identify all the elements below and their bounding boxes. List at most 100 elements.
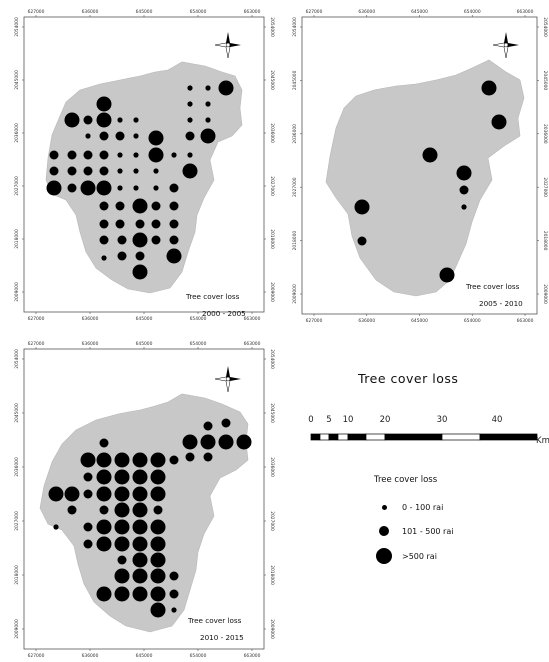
small-circle-icon [374, 504, 394, 510]
y-tick-label: 2009000 [269, 282, 275, 302]
loss-symbol [205, 85, 211, 91]
x-tick-label: 645000 [136, 341, 153, 347]
x-tick-label: 663000 [517, 9, 534, 15]
loss-symbol [132, 502, 148, 518]
x-tick-label: 663000 [517, 318, 534, 324]
loss-symbol [99, 219, 109, 229]
loss-symbol [151, 219, 161, 229]
x-tick-label: 636000 [82, 341, 99, 347]
loss-symbol [205, 117, 211, 123]
y-tick-label: 2054000 [542, 17, 548, 37]
loss-symbol [153, 505, 163, 515]
legend-label: 101 - 500 rai [402, 526, 454, 536]
loss-symbol [150, 602, 166, 618]
loss-symbol [96, 96, 112, 112]
x-tick-label: 645000 [411, 9, 428, 15]
loss-symbol [150, 568, 166, 584]
loss-symbol [169, 183, 179, 193]
x-tick-label: 645000 [136, 9, 153, 15]
loss-symbol [114, 502, 130, 518]
loss-symbol [64, 486, 80, 502]
loss-symbol [153, 168, 159, 174]
y-tick-label: 2045000 [542, 71, 548, 91]
loss-symbol [135, 251, 145, 261]
x-tick-label: 627000 [28, 341, 45, 347]
map-panel-2010-2015: 627000 636000 645000 654000 663000 627000 636… [14, 341, 275, 659]
loss-symbol [80, 180, 96, 196]
loss-symbol [64, 112, 80, 128]
scale-segment [310, 433, 321, 441]
scale-tick-label: 0 [308, 415, 313, 425]
legend-subtitle: Tree cover loss [374, 475, 438, 485]
y-tick-label: 2018000 [14, 565, 20, 585]
y-tick-label: 2036000 [14, 457, 20, 477]
district-boundary [325, 59, 525, 297]
y-axis-left: 2054000 2045000 2036000 2027000 2018000 20090… [14, 17, 24, 302]
x-tick-label: 627000 [28, 9, 45, 15]
loss-symbol [114, 536, 130, 552]
scale-tick-label: 10 [343, 415, 354, 425]
loss-symbol [205, 101, 211, 107]
scale-unit: Km [536, 436, 549, 446]
x-tick-label: 645000 [411, 318, 428, 324]
loss-symbol [96, 586, 112, 602]
loss-symbol [133, 185, 139, 191]
x-tick-label: 636000 [82, 316, 99, 322]
loss-symbol [456, 165, 472, 181]
loss-symbol [422, 147, 438, 163]
loss-symbol [114, 586, 130, 602]
loss-symbol [46, 180, 62, 196]
loss-symbol [133, 133, 139, 139]
loss-symbol [132, 452, 148, 468]
x-tick-label: 627000 [28, 653, 45, 659]
loss-symbol [148, 130, 164, 146]
loss-symbol [67, 166, 77, 176]
loss-symbol [132, 264, 148, 280]
loss-symbol [169, 201, 179, 211]
legend-title: Tree cover loss [358, 371, 459, 386]
y-tick-label: 2045000 [14, 403, 20, 423]
y-axis-left: 2054000 2045000 2036000 2027000 2018000 20090… [292, 17, 302, 304]
loss-symbol [133, 117, 139, 123]
scale-segment [337, 433, 349, 441]
y-tick-label: 2036000 [14, 123, 20, 143]
scale-segment [384, 433, 443, 441]
loss-symbol [99, 201, 109, 211]
loss-symbol [187, 101, 193, 107]
x-tick-label: 654000 [464, 9, 481, 15]
loss-symbol [169, 235, 179, 245]
y-tick-label: 2045000 [269, 403, 275, 423]
scale-tick-label: 40 [492, 415, 503, 425]
loss-symbol [132, 198, 148, 214]
loss-symbol [132, 232, 148, 248]
loss-symbol [49, 166, 59, 176]
y-tick-label: 2027000 [542, 177, 548, 197]
y-tick-label: 2009000 [292, 284, 298, 304]
y-axis-right: 2054000 2045000 2036000 2027000 2018000 20090… [264, 349, 275, 639]
loss-symbol [150, 519, 166, 535]
y-tick-label: 2045000 [292, 70, 298, 90]
loss-symbol [171, 152, 177, 158]
loss-symbol [132, 586, 148, 602]
x-axis-top: 627000 636000 645000 654000 663000 [28, 341, 261, 349]
loss-symbol [132, 486, 148, 502]
loss-symbol [203, 452, 213, 462]
loss-symbol [114, 469, 130, 485]
x-tick-label: 654000 [190, 316, 207, 322]
loss-symbol [99, 166, 109, 176]
loss-symbol [115, 131, 125, 141]
loss-symbol [151, 235, 161, 245]
y-tick-label: 2018000 [14, 229, 20, 249]
legend-label: 0 - 100 rai [402, 502, 444, 512]
loss-symbol [117, 235, 127, 245]
x-tick-label: 663000 [244, 653, 261, 659]
loss-symbol [135, 219, 145, 229]
scale-tick-label: 20 [380, 415, 391, 425]
loss-symbol [354, 199, 370, 215]
loss-symbol [200, 434, 216, 450]
loss-symbols [354, 80, 507, 283]
loss-symbol [169, 589, 179, 599]
y-axis-right: 2054000 2045000 2036000 2027000 2018000 20090… [537, 17, 548, 304]
loss-symbol [67, 183, 77, 193]
district-boundary [45, 61, 243, 294]
